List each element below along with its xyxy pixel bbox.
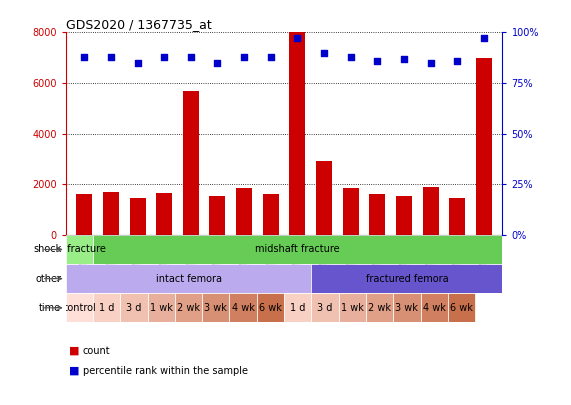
- Text: 1 d: 1 d: [290, 303, 305, 313]
- Point: [160, 53, 169, 60]
- Bar: [423, 187, 439, 235]
- Text: 1 wk: 1 wk: [341, 303, 364, 313]
- Text: shock: shock: [33, 245, 61, 254]
- Bar: [339, 293, 366, 322]
- Bar: [393, 293, 421, 322]
- Bar: [311, 293, 339, 322]
- Text: 3 wk: 3 wk: [204, 303, 227, 313]
- Bar: [289, 32, 305, 235]
- Point: [213, 60, 222, 66]
- Text: time: time: [39, 303, 61, 313]
- Text: 6 wk: 6 wk: [450, 303, 473, 313]
- Bar: [311, 264, 502, 293]
- Bar: [236, 188, 252, 235]
- Bar: [183, 91, 199, 235]
- Bar: [66, 264, 311, 293]
- Text: 4 wk: 4 wk: [232, 303, 255, 313]
- Bar: [343, 188, 359, 235]
- Bar: [396, 196, 412, 235]
- Text: other: other: [35, 274, 61, 284]
- Text: intact femora: intact femora: [155, 274, 222, 284]
- Text: 1 d: 1 d: [99, 303, 114, 313]
- Text: ■: ■: [69, 346, 79, 356]
- Point: [479, 35, 488, 42]
- Text: percentile rank within the sample: percentile rank within the sample: [83, 366, 248, 376]
- Bar: [257, 293, 284, 322]
- Bar: [93, 293, 120, 322]
- Bar: [284, 293, 311, 322]
- Bar: [77, 194, 93, 235]
- Text: control: control: [62, 303, 96, 313]
- Point: [106, 53, 115, 60]
- Point: [293, 35, 302, 42]
- Text: 3 d: 3 d: [317, 303, 333, 313]
- Point: [346, 53, 355, 60]
- Text: 3 wk: 3 wk: [396, 303, 419, 313]
- Bar: [230, 293, 257, 322]
- Bar: [448, 293, 475, 322]
- Point: [133, 60, 142, 66]
- Bar: [66, 293, 93, 322]
- Point: [453, 58, 462, 64]
- Text: 4 wk: 4 wk: [423, 303, 445, 313]
- Bar: [366, 293, 393, 322]
- Text: GDS2020 / 1367735_at: GDS2020 / 1367735_at: [66, 18, 211, 31]
- Text: 1 wk: 1 wk: [150, 303, 172, 313]
- Bar: [449, 198, 465, 235]
- Point: [319, 49, 328, 56]
- Bar: [130, 198, 146, 235]
- Point: [80, 53, 89, 60]
- Bar: [316, 162, 332, 235]
- Bar: [175, 293, 202, 322]
- Text: no fracture: no fracture: [53, 245, 106, 254]
- Text: 2 wk: 2 wk: [368, 303, 391, 313]
- Bar: [103, 192, 119, 235]
- Point: [399, 55, 408, 62]
- Bar: [66, 235, 93, 264]
- Bar: [147, 293, 175, 322]
- Text: count: count: [83, 346, 110, 356]
- Text: midshaft fracture: midshaft fracture: [255, 245, 340, 254]
- Text: fractured femora: fractured femora: [365, 274, 448, 284]
- Bar: [369, 194, 385, 235]
- Point: [266, 53, 275, 60]
- Text: 2 wk: 2 wk: [177, 303, 200, 313]
- Point: [426, 60, 435, 66]
- Point: [240, 53, 249, 60]
- Bar: [120, 293, 147, 322]
- Bar: [202, 293, 230, 322]
- Bar: [421, 293, 448, 322]
- Bar: [156, 193, 172, 235]
- Text: 3 d: 3 d: [126, 303, 142, 313]
- Bar: [263, 194, 279, 235]
- Bar: [210, 196, 226, 235]
- Point: [186, 53, 195, 60]
- Text: 6 wk: 6 wk: [259, 303, 282, 313]
- Bar: [476, 58, 492, 235]
- Text: ■: ■: [69, 366, 79, 376]
- Point: [373, 58, 382, 64]
